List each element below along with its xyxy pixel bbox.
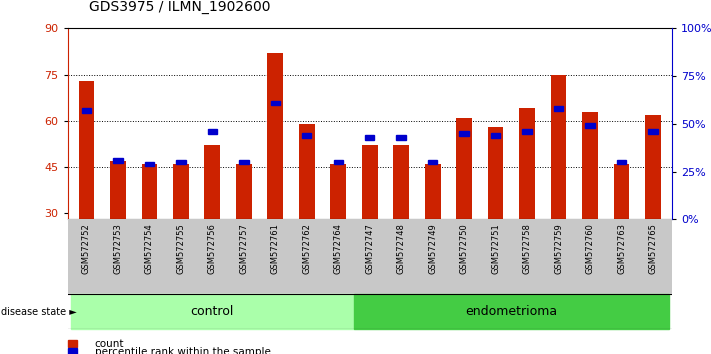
Text: control: control (191, 305, 234, 318)
Bar (393, 145, 409, 219)
Bar (428, 160, 437, 165)
Text: GSM572762: GSM572762 (302, 223, 311, 274)
Text: count: count (95, 339, 124, 349)
Text: GSM572764: GSM572764 (333, 223, 343, 274)
Text: GDS3975 / ILMN_1902600: GDS3975 / ILMN_1902600 (89, 0, 270, 14)
Bar (554, 106, 563, 111)
Bar (78, 81, 95, 219)
Bar (236, 164, 252, 219)
Bar (585, 124, 595, 128)
Bar (302, 133, 311, 138)
Text: GSM572765: GSM572765 (648, 223, 658, 274)
Text: GSM572754: GSM572754 (145, 223, 154, 274)
Text: disease state ►: disease state ► (1, 307, 77, 316)
Bar (617, 160, 626, 165)
Bar (424, 164, 441, 219)
Text: GSM572752: GSM572752 (82, 223, 91, 274)
Bar (488, 127, 503, 219)
Bar (459, 131, 469, 136)
Bar (267, 53, 283, 219)
Bar (205, 145, 220, 219)
Bar (333, 160, 343, 165)
Text: GSM572748: GSM572748 (397, 223, 406, 274)
Text: GSM572747: GSM572747 (365, 223, 374, 274)
Text: GSM572753: GSM572753 (114, 223, 122, 274)
Text: GSM572755: GSM572755 (176, 223, 186, 274)
Text: GSM572759: GSM572759 (554, 223, 563, 274)
Bar (70, 294, 354, 329)
Bar (551, 75, 567, 219)
Text: GSM572763: GSM572763 (617, 223, 626, 274)
Bar (208, 129, 217, 134)
Bar (519, 108, 535, 219)
Bar (397, 135, 406, 139)
Text: GSM572761: GSM572761 (271, 223, 280, 274)
Bar (271, 101, 280, 105)
Text: GSM572749: GSM572749 (428, 223, 437, 274)
Bar (362, 145, 378, 219)
Text: GSM572751: GSM572751 (491, 223, 500, 274)
Bar (141, 164, 157, 219)
Bar (144, 162, 154, 166)
Bar (614, 164, 629, 219)
Text: GSM572756: GSM572756 (208, 223, 217, 274)
Bar (648, 129, 658, 134)
Bar (331, 164, 346, 219)
Bar (176, 160, 186, 165)
Bar (110, 161, 126, 219)
Bar (582, 112, 598, 219)
Text: GSM572757: GSM572757 (240, 223, 248, 274)
Bar (113, 158, 122, 162)
Bar (82, 108, 91, 113)
Text: GSM572750: GSM572750 (459, 223, 469, 274)
Text: GSM572760: GSM572760 (586, 223, 594, 274)
Bar (523, 129, 532, 134)
Bar (239, 160, 249, 165)
Bar (456, 118, 472, 219)
Bar (299, 124, 315, 219)
Bar (645, 115, 661, 219)
Bar (354, 294, 669, 329)
Text: percentile rank within the sample: percentile rank within the sample (95, 347, 270, 354)
Bar (365, 135, 375, 139)
Bar (173, 164, 188, 219)
Text: GSM572758: GSM572758 (523, 223, 532, 274)
Bar (491, 133, 501, 138)
Text: endometrioma: endometrioma (465, 305, 557, 318)
